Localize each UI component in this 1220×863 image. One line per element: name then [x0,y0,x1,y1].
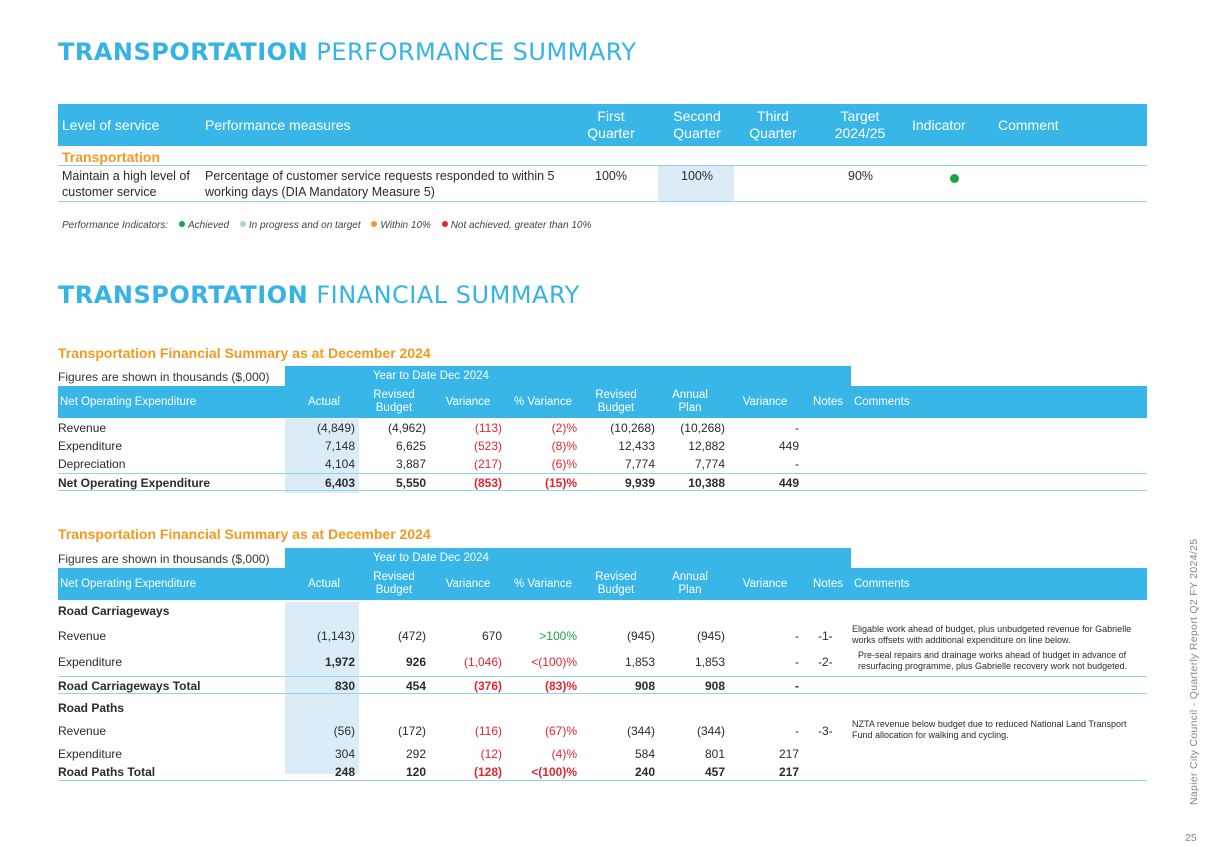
header-third-quarter: Third Quarter [749,108,797,141]
legend-label: Performance Indicators: [62,220,169,231]
header-level-of-service: Level of service [62,117,160,133]
financial-table2-header: Net Operating Expenditure Actual Revised… [58,568,1147,600]
header-second-quarter: Second Quarter [673,108,721,141]
legend-item-within-10: Within 10% [371,220,431,231]
financial-title-light: FINANCIAL SUMMARY [316,281,580,309]
financial-table1-title: Transportation Financial Summary as at D… [58,345,431,361]
header-performance-measures: Performance measures [205,117,351,133]
header-comments: Comments [854,396,910,408]
page-number: 25 [1185,832,1197,844]
header-comment: Comment [998,117,1059,133]
financial-table-2: Figures are shown in thousands ($,000) Y… [58,548,1147,781]
table-row: Revenue (1,143) (472) 670 >100% (945) (9… [58,624,1132,645]
header-actual: Actual [308,396,340,408]
performance-title-bold: TRANSPORTATION [58,38,309,66]
financial-table1-body: Revenue (4,849) (4,962) (113) (2)% (10,2… [58,419,1147,493]
figures-note: Figures are shown in thousands ($,000) [58,552,270,566]
row-target: 90% [848,169,874,183]
financial-table2-body: Road Carriageways Revenue (1,143) (472) … [58,602,1147,781]
header-indicator: Indicator [912,117,966,133]
header-annual-variance: Variance [742,578,788,590]
year-to-date-label: Year to Date Dec 2024 [285,548,579,568]
table-total-row: Net Operating Expenditure 6,403 5,550 (8… [58,473,1147,491]
figures-note: Figures are shown in thousands ($,000) [58,370,270,384]
header-target: Target 2024/25 [834,108,886,141]
group-heading-road-paths: Road Paths [58,701,125,715]
row-measure: Percentage of customer service requests … [205,169,555,199]
header-notes: Notes [812,578,844,590]
financial-title-bold: TRANSPORTATION [58,281,309,309]
table-total-row: Road Carriageways Total 830 454 (376) (8… [58,676,1147,694]
year-to-date-label: Year to Date Dec 2024 [285,366,579,386]
performance-title-light: PERFORMANCE SUMMARY [316,38,637,66]
performance-summary-title: TRANSPORTATION PERFORMANCE SUMMARY [58,38,637,66]
table-total-row: Road Paths Total 248 120 (128) <(100)% 2… [58,763,1147,781]
group-heading-road-carriageways: Road Carriageways [58,604,170,618]
header-notes: Notes [812,396,844,408]
category-label: Transportation [62,149,161,165]
header-actual: Actual [308,578,340,590]
performance-measure-row: Maintain a high level of customer servic… [58,166,1147,202]
annual-header-band [579,548,851,568]
header-annual-plan: Annual Plan [672,389,708,414]
report-side-label: Napier City Council - Quarterly Report Q… [1188,538,1200,805]
table-row: Expenditure 1,972 926 (1,046) <(100)% 1,… [58,650,1128,671]
header-variance: Variance [445,396,491,408]
header-variance: Variance [445,578,491,590]
header-annual-revised-budget: Revised Budget [595,389,637,414]
table-row: Expenditure 304 292 (12) (4)% 584 801 21… [58,747,799,761]
row-level-of-service: Maintain a high level of customer servic… [62,169,190,199]
legend-item-in-progress: In progress and on target [239,220,361,231]
financial-summary-title: TRANSPORTATION FINANCIAL SUMMARY [58,281,580,309]
header-annual-revised-budget: Revised Budget [595,571,637,596]
performance-table: Level of service Performance measures Fi… [58,104,1147,202]
annual-header-band [579,366,851,386]
row-second-quarter: 100% [681,169,713,183]
header-revised-budget: Revised Budget [373,389,415,414]
indicator-achieved-icon [950,171,959,187]
row-first-quarter: 100% [595,169,627,183]
performance-legend: Performance Indicators: Achieved In prog… [62,220,591,231]
actual-column-highlight [285,419,359,493]
header-first-quarter: First Quarter [587,108,635,141]
actual-column-highlight [285,602,359,774]
table-row: Revenue (4,849) (4,962) (113) (2)% (10,2… [58,421,799,435]
legend-item-not-achieved: Not achieved, greater than 10% [441,220,591,231]
financial-table-1: Figures are shown in thousands ($,000) Y… [58,366,1147,493]
second-quarter-highlight [658,166,734,201]
financial-table1-header: Net Operating Expenditure Actual Revised… [58,386,1147,418]
header-name: Net Operating Expenditure [60,578,197,590]
header-pct-variance: % Variance [514,396,572,408]
performance-table-header: Level of service Performance measures Fi… [58,104,1147,146]
header-comments: Comments [854,578,910,590]
header-revised-budget: Revised Budget [373,571,415,596]
legend-item-achieved: Achieved [178,220,229,231]
header-annual-variance: Variance [742,396,788,408]
header-annual-plan: Annual Plan [672,571,708,596]
table-row: Revenue (56) (172) (116) (67)% (344) (34… [58,719,1127,740]
table-row: Expenditure 7,148 6,625 (523) (8)% 12,43… [58,439,799,453]
header-pct-variance: % Variance [514,578,572,590]
table-row: Depreciation 4,104 3,887 (217) (6)% 7,77… [58,457,799,471]
financial-table2-title: Transportation Financial Summary as at D… [58,526,431,542]
performance-category-row: Transportation [58,146,1147,166]
header-name: Net Operating Expenditure [60,396,197,408]
